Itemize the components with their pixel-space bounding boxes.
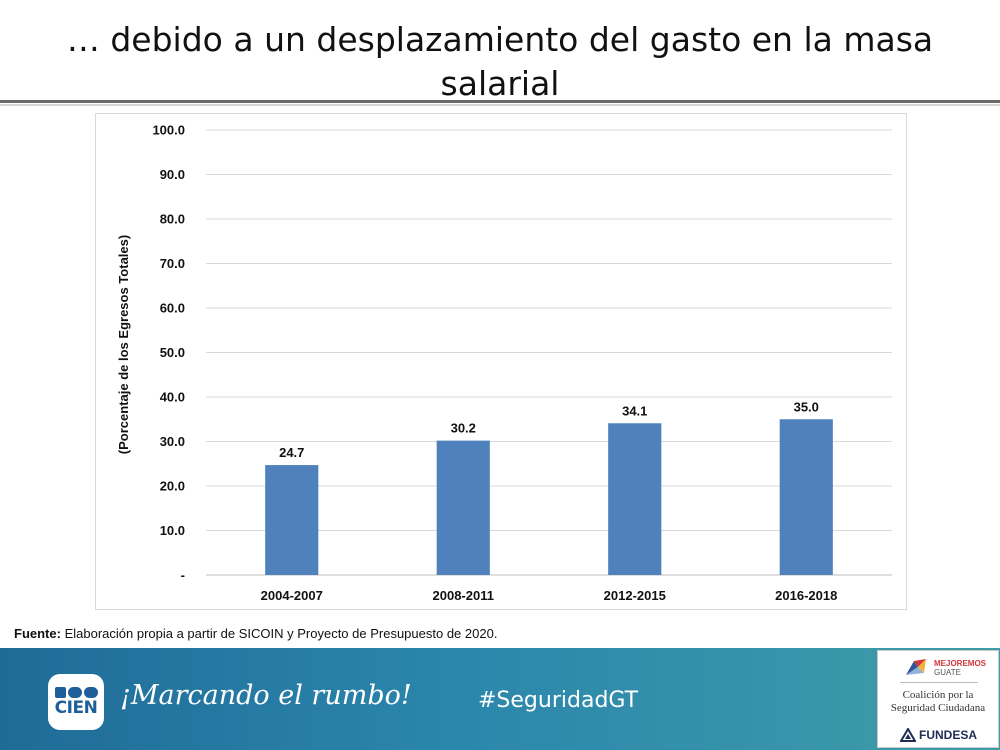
bar-2012-2015 — [608, 423, 662, 575]
footer-hashtag: #SeguridadGT — [478, 688, 639, 713]
data-label-2008-2011: 30.2 — [451, 421, 476, 436]
source-text: Elaboración propia a partir de SICOIN y … — [60, 626, 498, 641]
source-label: Fuente: — [14, 626, 61, 641]
y-tick-label-8: 80.0 — [160, 212, 185, 227]
slide-title-line1: … debido a un desplazamiento del gasto e… — [66, 20, 934, 59]
x-tick-label-2004-2007: 2004-2007 — [261, 588, 323, 603]
partner-coalition-line1: Coalición por la — [902, 689, 974, 701]
y-tick-label-6: 60.0 — [160, 301, 185, 316]
cien-logo-mark — [54, 687, 98, 698]
y-tick-label-5: 50.0 — [160, 345, 185, 360]
partner-coalition: Coalición por la Seguridad Ciudadana — [878, 689, 998, 715]
footer-band — [0, 648, 1000, 750]
bar-2004-2007 — [265, 465, 319, 575]
y-tick-label-2: 20.0 — [160, 479, 185, 494]
slide-title: … debido a un desplazamiento del gasto e… — [0, 18, 1000, 106]
title-divider — [0, 100, 1000, 103]
fundesa-icon — [900, 728, 916, 742]
cien-logo-text: CIEN — [54, 698, 98, 718]
partner-fundesa: FUNDESA — [900, 727, 977, 743]
partner-fundesa-label: FUNDESA — [919, 728, 978, 742]
source-note: Fuente: Elaboración propia a partir de S… — [14, 626, 497, 641]
y-tick-label-7: 70.0 — [160, 256, 185, 271]
x-tick-label-2016-2018: 2016-2018 — [775, 588, 837, 603]
x-tick-label-2012-2015: 2012-2015 — [604, 588, 666, 603]
data-label-2012-2015: 34.1 — [622, 403, 647, 418]
bar-chart: - 10.0 20.0 30.0 40.0 50.0 60.0 70.0 80.0 90.0 100… — [116, 123, 892, 603]
y-tick-label-0: - — [181, 568, 185, 583]
partner-mejoremos-guate: MEJOREMOS GUATE — [934, 659, 986, 677]
chart-frame: - 10.0 20.0 30.0 40.0 50.0 60.0 70.0 80.0 90.0 100… — [95, 113, 907, 610]
bar-2016-2018 — [779, 419, 833, 575]
partner-coalition-line2: Seguridad Ciudadana — [890, 702, 986, 714]
x-tick-label-2008-2011: 2008-2011 — [433, 588, 494, 603]
y-tick-label-10: 100.0 — [152, 123, 185, 138]
partner-top-label: MEJOREMOS — [934, 659, 987, 668]
data-label-2004-2007: 24.7 — [279, 445, 304, 460]
partner-divider — [900, 682, 978, 683]
y-tick-label-1: 10.0 — [160, 523, 185, 538]
bar-2008-2011 — [436, 440, 490, 575]
y-tick-label-9: 90.0 — [160, 167, 185, 182]
mejoremos-guate-flag-icon — [906, 659, 926, 675]
footer-tagline: ¡Marcando el rumbo! — [120, 680, 412, 711]
y-tick-label-3: 30.0 — [160, 434, 185, 449]
partner-logo-box: MEJOREMOS GUATE Coalición por la Segurid… — [877, 650, 999, 748]
y-axis-title: (Porcentaje de los Egresos Totales) — [116, 235, 131, 454]
data-label-2016-2018: 35.0 — [794, 399, 819, 414]
slide-title-line2: salarial — [440, 64, 560, 103]
y-tick-label-4: 40.0 — [160, 390, 185, 405]
title-divider-shadow — [0, 104, 1000, 106]
cien-logo: CIEN — [48, 674, 104, 730]
partner-top-sublabel: GUATE — [934, 668, 961, 677]
